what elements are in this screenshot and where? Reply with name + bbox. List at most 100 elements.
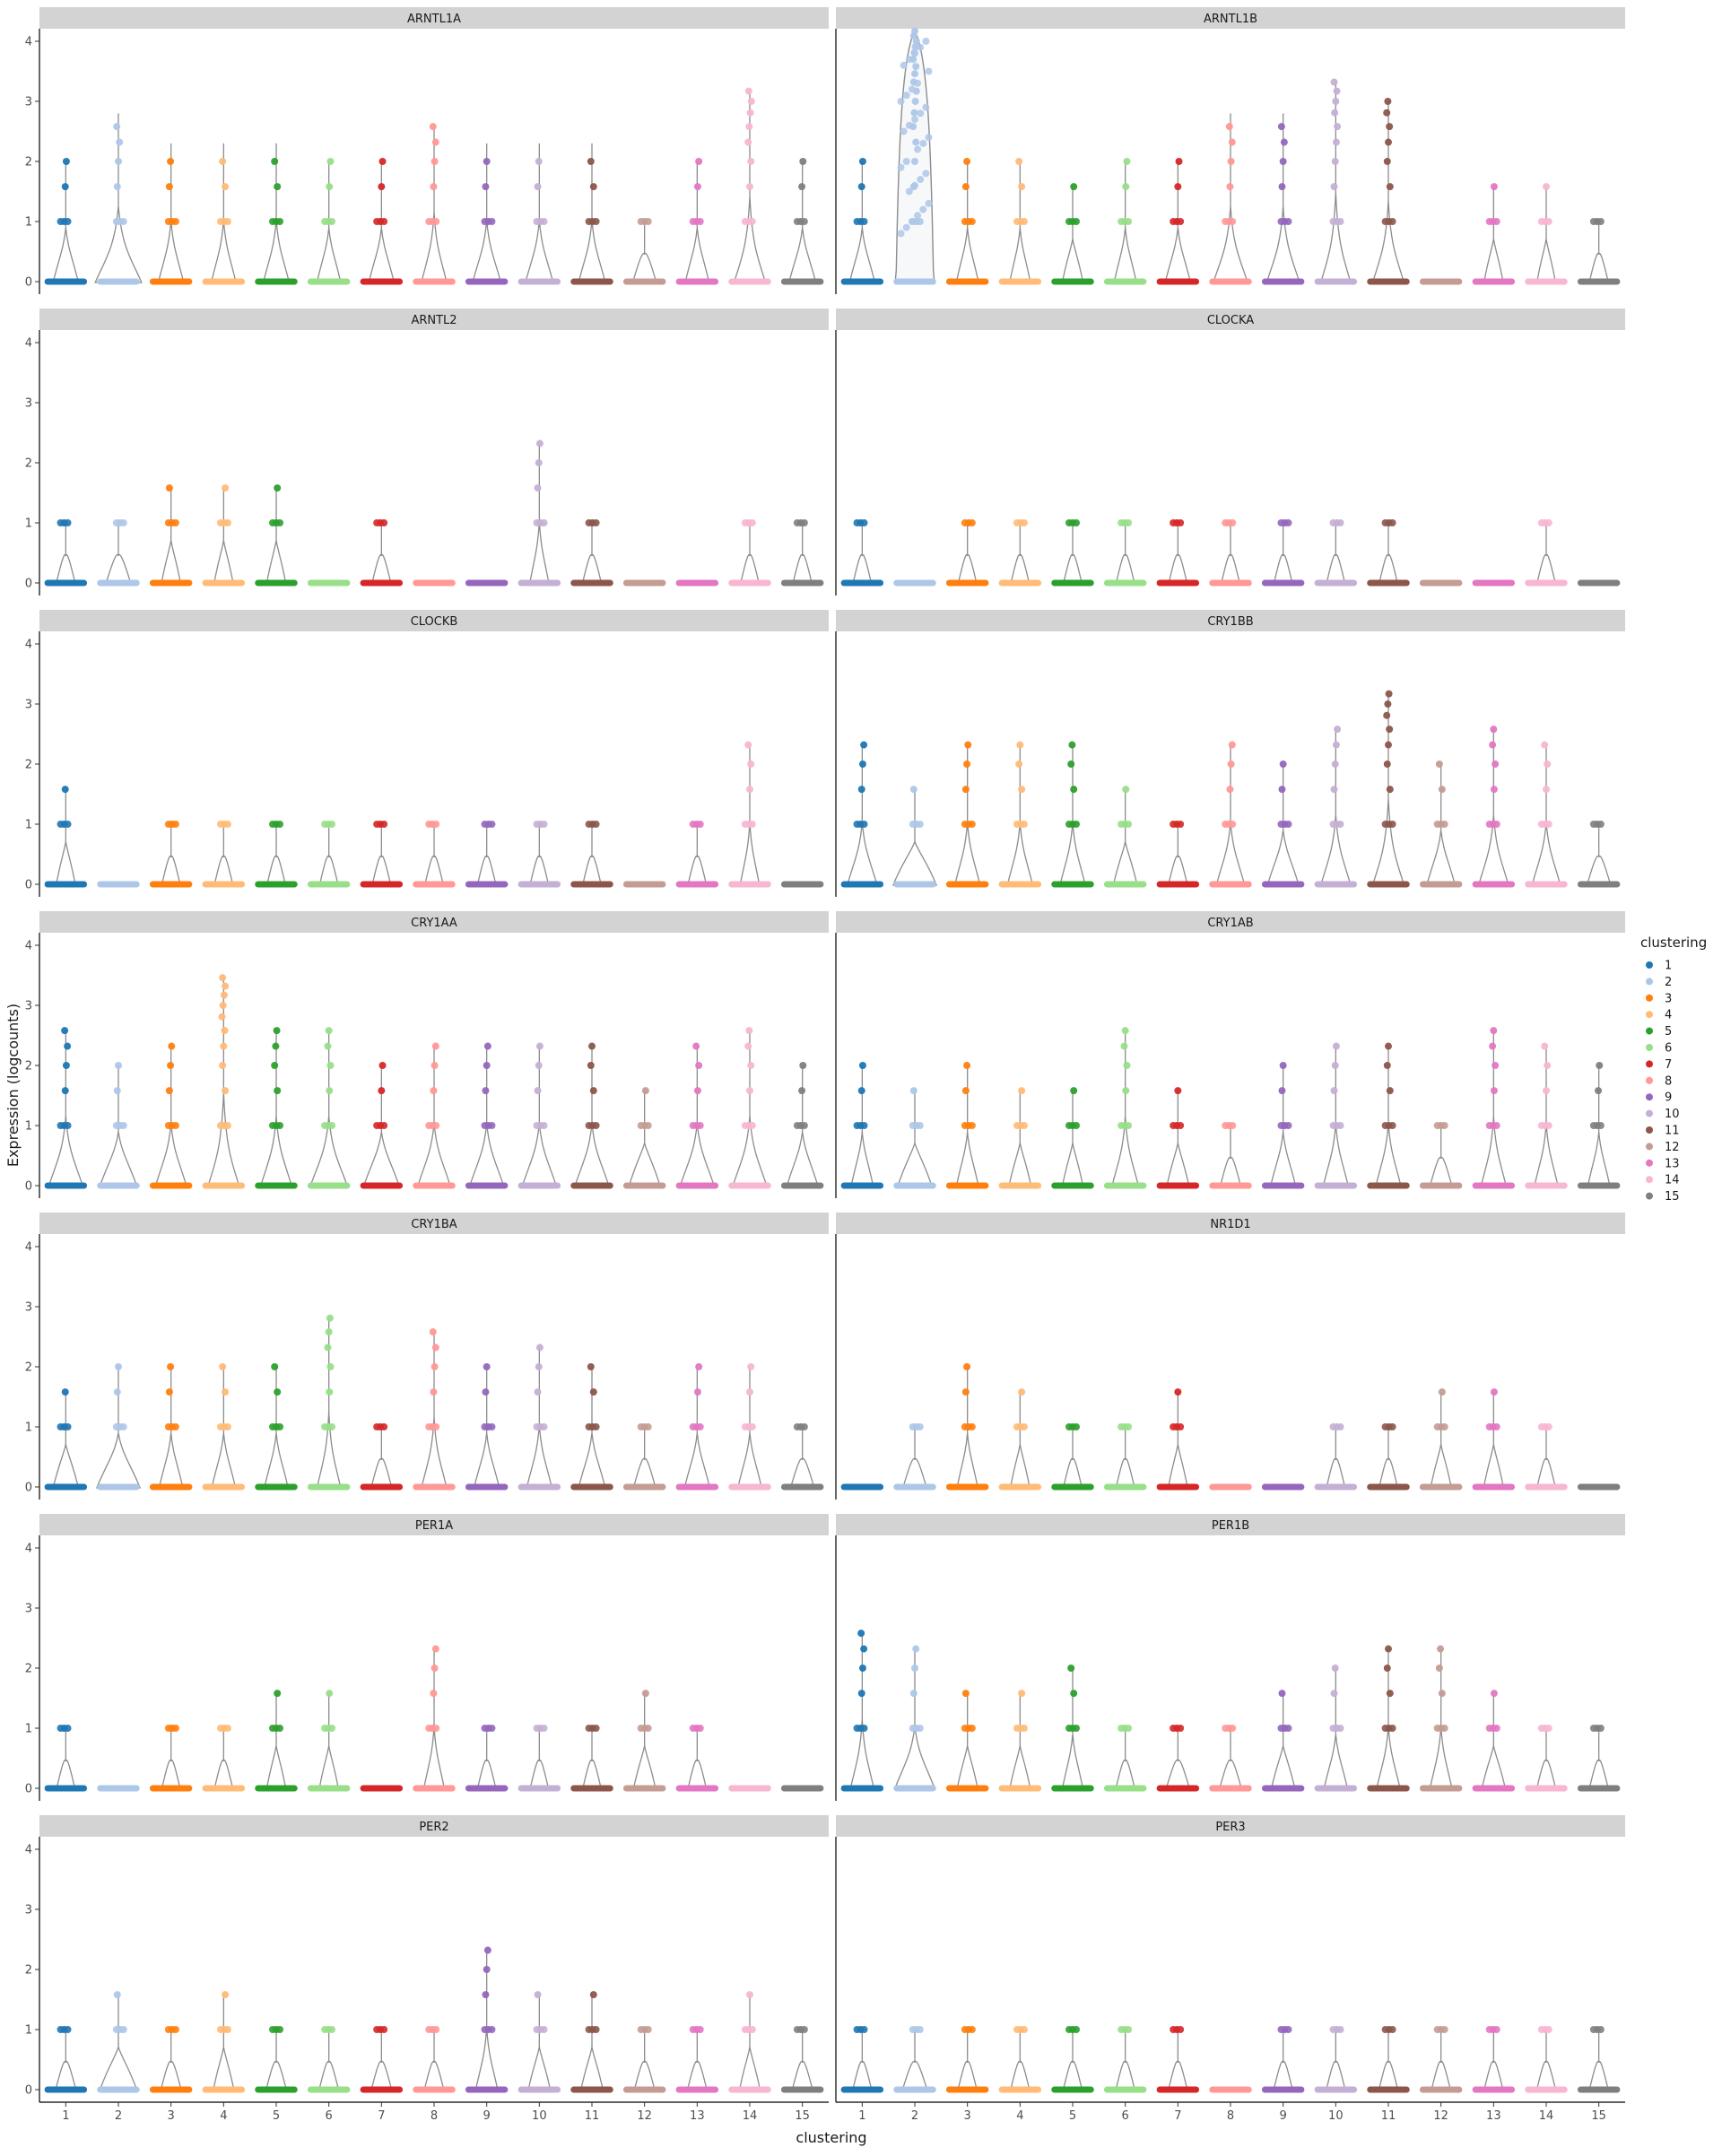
y-tick-label: 4: [25, 1844, 32, 1857]
y-tick-label: 4: [25, 1543, 32, 1556]
panel-strip: [39, 1213, 829, 1234]
data-point: [860, 2026, 868, 2033]
data-point: [644, 1423, 652, 1430]
data-point: [488, 218, 496, 225]
data-point: [380, 2026, 388, 2033]
data-point: [644, 2026, 652, 2033]
data-point: [857, 1690, 865, 1698]
data-point: [741, 1122, 749, 1129]
data-point: [326, 1388, 334, 1396]
data-point: [689, 2026, 697, 2033]
panel-strip: [836, 7, 1625, 29]
data-point: [1277, 218, 1285, 225]
data-point: [119, 2026, 127, 2033]
data-point: [1385, 138, 1392, 146]
violin-base: [1367, 881, 1410, 888]
data-point: [326, 1363, 335, 1370]
data-point: [916, 2026, 924, 2033]
data-point: [857, 786, 865, 794]
y-tick-label: 2: [25, 1361, 32, 1375]
data-point: [914, 212, 922, 220]
data-point: [696, 2026, 704, 2033]
data-point: [1329, 218, 1337, 225]
data-point: [1485, 1122, 1493, 1129]
violin-base: [413, 1182, 456, 1189]
violin-base: [570, 1785, 613, 1792]
violin-base: [1367, 1182, 1410, 1189]
data-point: [431, 1343, 439, 1352]
data-point: [917, 176, 925, 184]
violin-base: [1314, 1483, 1358, 1491]
data-point: [216, 218, 224, 225]
data-point: [1336, 1122, 1344, 1129]
violin: [957, 523, 978, 585]
x-tick-label: 3: [168, 2109, 175, 2123]
data-point: [425, 1725, 433, 1732]
data-point: [276, 2026, 283, 2033]
data-point: [481, 1423, 489, 1430]
violin-base: [1577, 881, 1621, 888]
data-point: [1433, 1725, 1441, 1732]
data-point: [800, 218, 808, 225]
data-point: [164, 218, 172, 225]
data-point: [1284, 218, 1292, 225]
panel-cry1aa: CRY1AA 0 1 2 3 4: [25, 911, 829, 1198]
data-point: [373, 1423, 381, 1430]
data-point: [1388, 2026, 1396, 2033]
data-point: [1329, 2026, 1337, 2033]
data-point: [373, 519, 381, 526]
data-point: [637, 1122, 645, 1129]
data-point: [533, 218, 541, 225]
data-point: [378, 158, 387, 165]
data-point: [481, 1122, 489, 1129]
data-point: [1015, 761, 1023, 768]
y-tick-label: 4: [25, 36, 32, 49]
data-point: [1067, 1665, 1075, 1672]
data-point: [696, 1122, 704, 1129]
violin: [628, 1091, 661, 1187]
violin-base: [1051, 579, 1094, 587]
violin: [897, 1091, 933, 1187]
violin-base: [728, 1785, 771, 1792]
panel-title: ARNTL2: [411, 314, 457, 327]
data-point: [902, 91, 910, 100]
data-point: [1544, 761, 1552, 768]
data-point: [216, 821, 224, 828]
y-tick-label: 3: [25, 397, 32, 411]
data-point: [1596, 1725, 1605, 1732]
data-point: [425, 1122, 433, 1129]
data-point: [1383, 109, 1391, 117]
data-point: [113, 123, 121, 131]
data-point: [1125, 1122, 1133, 1129]
data-point: [222, 484, 230, 492]
y-tick-label: 1: [25, 517, 32, 531]
data-point: [919, 139, 927, 147]
data-point: [274, 1388, 282, 1396]
violin-base: [413, 278, 456, 285]
data-point: [1485, 821, 1493, 828]
data-point: [1073, 1725, 1080, 1732]
violin: [1009, 1392, 1031, 1489]
data-point: [922, 38, 930, 45]
violin: [1167, 1392, 1188, 1489]
legend-key: [1646, 1027, 1653, 1035]
violin: [1061, 187, 1084, 283]
violin-base: [1051, 881, 1094, 888]
data-point: [961, 1122, 969, 1129]
data-point: [585, 1725, 593, 1732]
data-point: [380, 218, 388, 225]
data-point: [1544, 821, 1552, 828]
x-tick-label: 14: [1539, 2109, 1554, 2123]
violin-base: [149, 1483, 193, 1491]
data-point: [116, 138, 124, 146]
data-point: [269, 519, 276, 526]
violin-base: [255, 1182, 298, 1189]
data-point: [1118, 2026, 1126, 2033]
violin-base: [307, 1483, 351, 1491]
violin-base: [1367, 2086, 1410, 2093]
x-tick-label: 15: [795, 2109, 810, 2123]
data-point: [917, 43, 925, 51]
